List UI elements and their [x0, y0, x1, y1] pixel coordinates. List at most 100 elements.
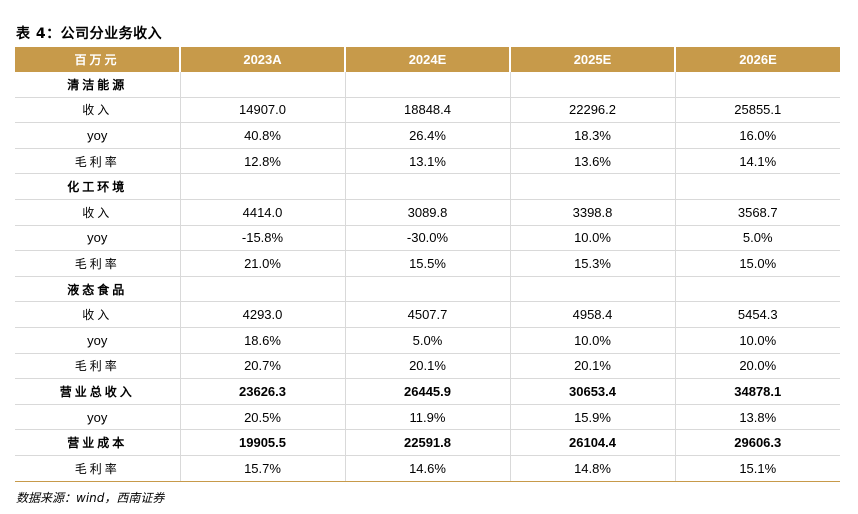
value-cell: 5.0% [345, 327, 511, 354]
value-cell [675, 276, 840, 303]
row-label: 毛利率 [15, 455, 181, 482]
table-row: 毛利率 12.8% 13.1% 13.6% 14.1% [15, 148, 840, 175]
row-label: yoy [15, 122, 181, 149]
value-cell: 14.1% [675, 148, 840, 175]
row-label: 毛利率 [15, 250, 181, 277]
value-cell: 10.0% [675, 327, 840, 354]
value-cell [180, 276, 346, 303]
value-cell: 18848.4 [345, 97, 511, 124]
year-header: 2025E [510, 47, 676, 72]
value-cell: 15.7% [180, 455, 346, 482]
value-cell [345, 173, 511, 200]
value-cell: -30.0% [345, 225, 511, 252]
value-cell: 21.0% [180, 250, 346, 277]
value-cell: 20.5% [180, 404, 346, 431]
value-cell: 26.4% [345, 122, 511, 149]
value-cell: 14.8% [510, 455, 676, 482]
value-cell: 3398.8 [510, 199, 676, 226]
row-label: yoy [15, 327, 181, 354]
row-label: 液态食品 [15, 276, 181, 303]
row-label: 毛利率 [15, 148, 181, 175]
value-cell: 4414.0 [180, 199, 346, 226]
value-cell [675, 72, 840, 98]
value-cell: 5454.3 [675, 301, 840, 328]
row-label: 清洁能源 [15, 72, 181, 98]
value-cell: 4507.7 [345, 301, 511, 328]
value-cell: 15.0% [675, 250, 840, 277]
value-cell: 16.0% [675, 122, 840, 149]
value-cell: 19905.5 [180, 429, 346, 456]
value-cell: 11.9% [345, 404, 511, 431]
value-cell: 20.1% [345, 353, 511, 380]
unit-header: 百万元 [15, 47, 181, 72]
value-cell: 15.1% [675, 455, 840, 482]
row-label: 营业成本 [15, 429, 181, 456]
value-cell: 13.1% [345, 148, 511, 175]
value-cell: 22591.8 [345, 429, 511, 456]
table-row: 收入 4293.0 4507.7 4958.4 5454.3 [15, 301, 840, 328]
value-cell: 23626.3 [180, 378, 346, 405]
table-row: 液态食品 [15, 276, 840, 303]
table-row: yoy 20.5% 11.9% 15.9% 13.8% [15, 404, 840, 431]
table-row: 营业成本 19905.5 22591.8 26104.4 29606.3 [15, 429, 840, 456]
value-cell: 18.6% [180, 327, 346, 354]
value-cell: 15.9% [510, 404, 676, 431]
value-cell: 5.0% [675, 225, 840, 252]
value-cell: 14907.0 [180, 97, 346, 124]
table-row: yoy 40.8% 26.4% 18.3% 16.0% [15, 122, 840, 149]
value-cell: 13.6% [510, 148, 676, 175]
header-row: 百万元 2023A 2024E 2025E 2026E [15, 47, 840, 72]
value-cell: 34878.1 [675, 378, 840, 405]
table-row: 化工环境 [15, 173, 840, 200]
value-cell [345, 276, 511, 303]
table-row: 毛利率 15.7% 14.6% 14.8% 15.1% [15, 455, 840, 482]
table-row: 营业总收入 23626.3 26445.9 30653.4 34878.1 [15, 378, 840, 405]
value-cell: 4958.4 [510, 301, 676, 328]
year-header: 2023A [180, 47, 346, 72]
value-cell [180, 72, 346, 98]
row-label: 收入 [15, 97, 181, 124]
table-row: 收入 14907.0 18848.4 22296.2 25855.1 [15, 97, 840, 124]
source-note: 数据来源：wind，西南证券 [16, 491, 165, 505]
row-label: yoy [15, 225, 181, 252]
row-label: 化工环境 [15, 173, 181, 200]
value-cell: -15.8% [180, 225, 346, 252]
row-label: 收入 [15, 301, 181, 328]
table-title: 表 4：公司分业务收入 [16, 26, 163, 42]
table-row: 清洁能源 [15, 72, 840, 98]
value-cell [510, 276, 676, 303]
row-label: 收入 [15, 199, 181, 226]
table-row: yoy -15.8% -30.0% 10.0% 5.0% [15, 225, 840, 252]
value-cell: 3568.7 [675, 199, 840, 226]
table-row: 毛利率 20.7% 20.1% 20.1% 20.0% [15, 353, 840, 380]
value-cell: 14.6% [345, 455, 511, 482]
value-cell: 13.8% [675, 404, 840, 431]
value-cell: 12.8% [180, 148, 346, 175]
value-cell: 10.0% [510, 225, 676, 252]
value-cell [180, 173, 346, 200]
value-cell [510, 72, 676, 98]
row-label: yoy [15, 404, 181, 431]
value-cell: 30653.4 [510, 378, 676, 405]
value-cell: 40.8% [180, 122, 346, 149]
business-revenue-table: 百万元 2023A 2024E 2025E 2026E 清洁能源 收入 14907.… [15, 47, 840, 482]
year-header: 2024E [345, 47, 511, 72]
value-cell: 3089.8 [345, 199, 511, 226]
value-cell [675, 173, 840, 200]
row-label: 营业总收入 [15, 378, 181, 405]
value-cell [510, 173, 676, 200]
value-cell: 18.3% [510, 122, 676, 149]
row-label: 毛利率 [15, 353, 181, 380]
value-cell: 15.3% [510, 250, 676, 277]
table-row: 收入 4414.0 3089.8 3398.8 3568.7 [15, 199, 840, 226]
year-header: 2026E [675, 47, 840, 72]
value-cell: 15.5% [345, 250, 511, 277]
value-cell: 29606.3 [675, 429, 840, 456]
value-cell: 20.1% [510, 353, 676, 380]
table-row: 毛利率 21.0% 15.5% 15.3% 15.0% [15, 250, 840, 277]
value-cell: 4293.0 [180, 301, 346, 328]
table-row: yoy 18.6% 5.0% 10.0% 10.0% [15, 327, 840, 354]
value-cell [345, 72, 511, 98]
value-cell: 26104.4 [510, 429, 676, 456]
value-cell: 26445.9 [345, 378, 511, 405]
